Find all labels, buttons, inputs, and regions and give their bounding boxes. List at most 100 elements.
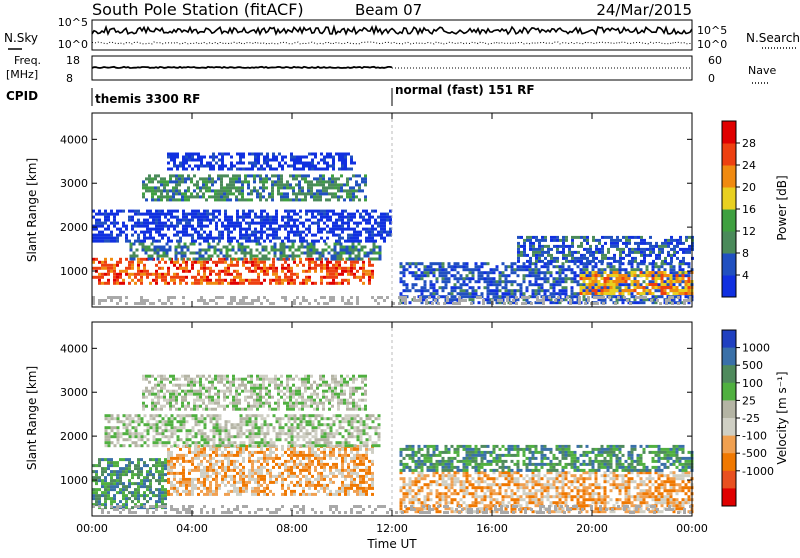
heatmap-cell (637, 274, 640, 277)
heatmap-cell (559, 283, 562, 286)
heatmap-cell (293, 454, 296, 457)
heatmap-cell (553, 283, 556, 286)
heatmap-cell (254, 279, 257, 282)
heatmap-cell (542, 296, 545, 299)
heatmap-cell (592, 280, 595, 283)
heatmap-cell (143, 270, 146, 273)
heatmap-cell (218, 466, 221, 469)
heatmap-cell (284, 237, 287, 240)
heatmap-cell (313, 243, 316, 246)
heatmap-cell (166, 192, 169, 195)
heatmap-cell (383, 237, 386, 240)
heatmap-cell (263, 240, 266, 243)
heatmap-cell (371, 237, 374, 240)
heatmap-cell (185, 267, 188, 270)
heatmap-cell (598, 271, 601, 274)
heatmap-cell (206, 165, 209, 168)
heatmap-cell (236, 273, 239, 276)
heatmap-cell (505, 286, 508, 289)
heatmap-cell (235, 195, 238, 198)
heatmap-cell (236, 282, 239, 285)
heatmap-cell (132, 441, 135, 444)
heatmap-cell (126, 414, 129, 417)
heatmap-cell (341, 153, 344, 156)
heatmap-cell (295, 195, 298, 198)
heatmap-cell (433, 289, 436, 292)
heatmap-cell (200, 219, 203, 222)
heatmap-cell (152, 237, 155, 240)
heatmap-cell (224, 457, 227, 460)
heatmap-cell (290, 156, 293, 159)
heatmap-cell (577, 251, 580, 254)
heatmap-cell (239, 279, 242, 282)
heatmap-cell (111, 441, 114, 444)
heatmap-cell (445, 280, 448, 283)
heatmap-cell (362, 481, 365, 484)
freq-tick-low: 8 (66, 72, 73, 85)
heatmap-cell (547, 289, 550, 292)
heatmap-cell (119, 479, 122, 482)
heatmap-cell (334, 186, 337, 189)
heatmap-cell (162, 423, 165, 426)
heatmap-cell (362, 276, 365, 279)
heatmap-cell (298, 189, 301, 192)
heatmap-cell (116, 485, 119, 488)
heatmap-cell (365, 469, 368, 472)
heatmap-cell (133, 252, 136, 255)
heatmap-cell (320, 451, 323, 454)
heatmap-cell (487, 286, 490, 289)
heatmap-cell (289, 186, 292, 189)
heatmap-cell (248, 222, 251, 225)
heatmap-cell (487, 289, 490, 292)
heatmap-cell (166, 252, 169, 255)
heatmap-cell (442, 271, 445, 274)
heatmap-cell (353, 276, 356, 279)
heatmap-cell (113, 500, 116, 503)
heatmap-cell (341, 273, 344, 276)
heatmap-cell (341, 219, 344, 222)
heatmap-cell (227, 475, 230, 478)
heatmap-cell (224, 270, 227, 273)
heatmap-cell (137, 473, 140, 476)
heatmap-cell (128, 282, 131, 285)
heatmap-cell (153, 417, 156, 420)
heatmap-cell (215, 478, 218, 481)
heatmap-cell (583, 286, 586, 289)
heatmap-cell (323, 454, 326, 457)
heatmap-cell (371, 210, 374, 213)
heatmap-cell (131, 228, 134, 231)
heatmap-cell (236, 213, 239, 216)
heatmap-cell (359, 276, 362, 279)
heatmap-cell (145, 186, 148, 189)
heatmap-cell (586, 292, 589, 295)
heatmap-cell (592, 277, 595, 280)
heatmap-cell (362, 228, 365, 231)
heatmap-cell (325, 186, 328, 189)
heatmap-cell (251, 279, 254, 282)
heatmap-cell (245, 258, 248, 261)
heatmap-cell (374, 210, 377, 213)
heatmap-cell (164, 225, 167, 228)
heatmap-cell (535, 280, 538, 283)
heatmap-cell (178, 183, 181, 186)
heatmap-cell (215, 264, 218, 267)
heatmap-cell (586, 236, 589, 239)
heatmap-cell (562, 254, 565, 257)
heatmap-cell (502, 262, 505, 265)
heatmap-cell (673, 268, 676, 271)
cpid-label: CPID (6, 89, 38, 103)
heatmap-cell (290, 231, 293, 234)
heatmap-cell (562, 268, 565, 271)
heatmap-cell (346, 252, 349, 255)
heatmap-cell (362, 493, 365, 496)
heatmap-cell (148, 186, 151, 189)
heatmap-cell (111, 426, 114, 429)
heatmap-cell (146, 464, 149, 467)
heatmap-cell (532, 295, 535, 298)
heatmap-cell (203, 487, 206, 490)
freq-strip: 18 8 60 0 (66, 54, 722, 85)
heatmap-cell (227, 466, 230, 469)
heatmap-cell (131, 491, 134, 494)
heatmap-cell (284, 296, 287, 299)
heatmap-cell (281, 484, 284, 487)
